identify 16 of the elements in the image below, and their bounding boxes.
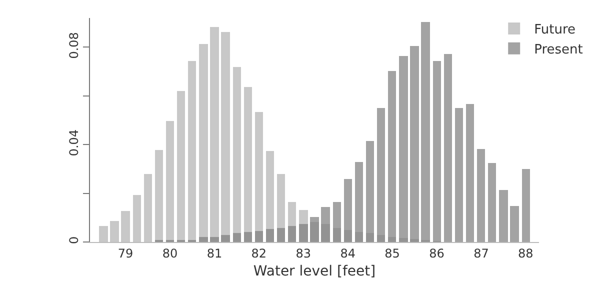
x-tick-label: 87 xyxy=(474,246,489,260)
y-tick-label: 0.08 xyxy=(67,32,82,59)
x-tick-label: 82 xyxy=(251,246,267,260)
x-tick-label: 81 xyxy=(206,246,222,260)
x-tick-label: 85 xyxy=(384,246,400,260)
x-tick-label: 83 xyxy=(296,246,312,260)
x-tick-label: 79 xyxy=(118,246,134,260)
y-tick-label: 0.04 xyxy=(67,129,82,156)
legend-label: Future xyxy=(534,22,576,38)
y-tick-label: 0 xyxy=(67,236,82,244)
x-tick-label: 86 xyxy=(429,246,444,260)
x-tick-label: 80 xyxy=(162,246,178,260)
legend-label: Present xyxy=(534,42,583,58)
x-tick-label: 88 xyxy=(518,246,534,260)
x-axis-title: Water level [feet] xyxy=(253,264,376,280)
x-tick-label: 84 xyxy=(340,246,356,260)
